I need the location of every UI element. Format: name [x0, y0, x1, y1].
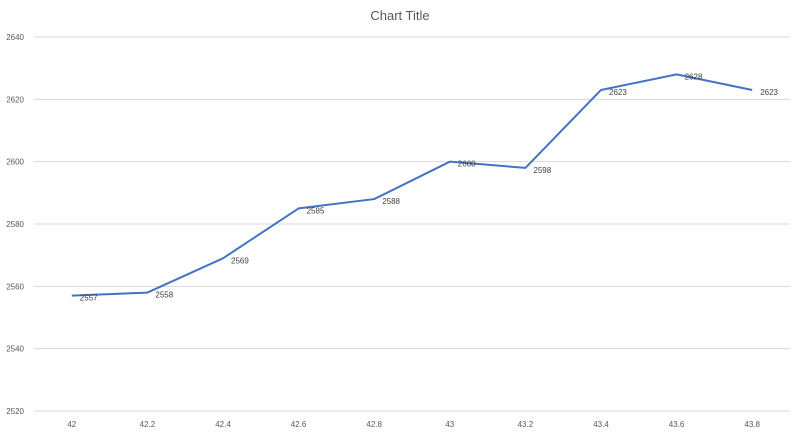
y-tick-label: 2580	[6, 220, 24, 229]
x-tick-label: 43.2	[518, 420, 534, 429]
y-tick-label: 2560	[6, 282, 24, 291]
chart-title: Chart Title	[370, 8, 430, 23]
data-label: 2600	[458, 160, 476, 169]
data-label: 2557	[80, 294, 98, 303]
series-line	[71, 73, 753, 297]
data-label: 2623	[609, 88, 627, 97]
x-tick-label: 43.8	[744, 420, 760, 429]
data-label: 2558	[155, 291, 173, 300]
x-tick-label: 42.4	[215, 420, 231, 429]
x-tick-label: 43.4	[593, 420, 609, 429]
x-tick-label: 42.2	[140, 420, 156, 429]
data-label: 2628	[685, 72, 703, 81]
data-label: 2585	[307, 206, 325, 215]
data-label: 2588	[382, 197, 400, 206]
x-tick-label: 43	[445, 420, 454, 429]
x-tick-label: 42.6	[291, 420, 307, 429]
y-tick-label: 2600	[6, 158, 24, 167]
y-tick-label: 2540	[6, 345, 24, 354]
data-label: 2569	[231, 256, 249, 265]
y-tick-label: 2620	[6, 95, 24, 104]
y-tick-label: 2640	[6, 33, 24, 42]
x-tick-label: 42.8	[366, 420, 382, 429]
x-tick-label: 43.6	[669, 420, 685, 429]
data-label: 2598	[533, 166, 551, 175]
y-tick-label: 2520	[6, 407, 24, 416]
data-label: 2623	[760, 88, 778, 97]
x-tick-label: 42	[67, 420, 76, 429]
